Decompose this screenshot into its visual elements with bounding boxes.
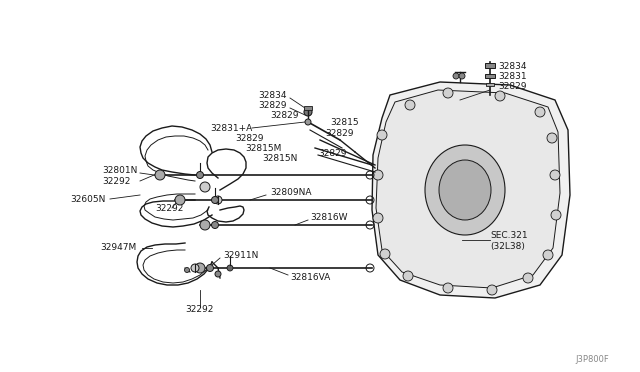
Circle shape <box>215 271 221 277</box>
Text: 32831: 32831 <box>498 71 527 80</box>
Text: 32829: 32829 <box>270 110 298 119</box>
Circle shape <box>459 73 465 79</box>
Circle shape <box>305 119 311 125</box>
Text: 32292: 32292 <box>102 176 131 186</box>
Text: 32829: 32829 <box>235 134 264 142</box>
Circle shape <box>304 108 312 116</box>
Circle shape <box>373 170 383 180</box>
Circle shape <box>155 170 165 180</box>
Circle shape <box>227 265 233 271</box>
Circle shape <box>196 171 204 179</box>
Polygon shape <box>376 90 560 288</box>
Circle shape <box>377 130 387 140</box>
Text: 32292: 32292 <box>185 305 213 314</box>
Ellipse shape <box>439 160 491 220</box>
Bar <box>485 63 495 68</box>
Text: (32L38): (32L38) <box>490 241 525 250</box>
Text: 32801N: 32801N <box>102 166 138 174</box>
Text: 32815N: 32815N <box>262 154 298 163</box>
Text: 32947M: 32947M <box>100 244 136 253</box>
Circle shape <box>200 182 210 192</box>
Text: 32816VA: 32816VA <box>290 273 330 282</box>
Circle shape <box>495 91 505 101</box>
Circle shape <box>211 221 218 228</box>
Circle shape <box>443 283 453 293</box>
Bar <box>485 74 495 78</box>
Circle shape <box>212 197 218 203</box>
Text: 32829: 32829 <box>318 148 346 157</box>
Circle shape <box>535 107 545 117</box>
Text: 32292: 32292 <box>155 203 184 212</box>
Circle shape <box>175 195 185 205</box>
Text: 32815: 32815 <box>330 118 358 126</box>
Polygon shape <box>372 82 570 298</box>
Circle shape <box>380 249 390 259</box>
Circle shape <box>200 220 210 230</box>
Circle shape <box>551 210 561 220</box>
Circle shape <box>543 250 553 260</box>
Circle shape <box>197 172 203 178</box>
Text: J3P800F: J3P800F <box>575 356 609 365</box>
Circle shape <box>487 285 497 295</box>
Text: 32829: 32829 <box>498 81 527 90</box>
Text: 32834: 32834 <box>258 90 287 99</box>
Circle shape <box>443 88 453 98</box>
Text: 32829: 32829 <box>325 128 353 138</box>
Text: 32815M: 32815M <box>245 144 282 153</box>
Text: 32911N: 32911N <box>223 250 259 260</box>
Text: 32809NA: 32809NA <box>270 187 312 196</box>
Circle shape <box>547 133 557 143</box>
Text: 32816W: 32816W <box>310 212 348 221</box>
Circle shape <box>373 213 383 223</box>
Ellipse shape <box>425 145 505 235</box>
Text: 32605N: 32605N <box>70 195 106 203</box>
Circle shape <box>207 264 214 272</box>
Circle shape <box>191 264 199 272</box>
Circle shape <box>184 267 189 273</box>
Circle shape <box>211 196 218 203</box>
Circle shape <box>523 273 533 283</box>
Circle shape <box>550 170 560 180</box>
Bar <box>304 106 312 110</box>
Circle shape <box>195 263 205 273</box>
Text: 32829: 32829 <box>258 100 287 109</box>
Circle shape <box>453 73 459 79</box>
Text: 32831+A: 32831+A <box>210 124 252 132</box>
Bar <box>486 83 494 86</box>
Circle shape <box>403 271 413 281</box>
Circle shape <box>214 196 222 204</box>
Text: SEC.321: SEC.321 <box>490 231 527 240</box>
Text: 32834: 32834 <box>498 61 527 71</box>
Circle shape <box>405 100 415 110</box>
